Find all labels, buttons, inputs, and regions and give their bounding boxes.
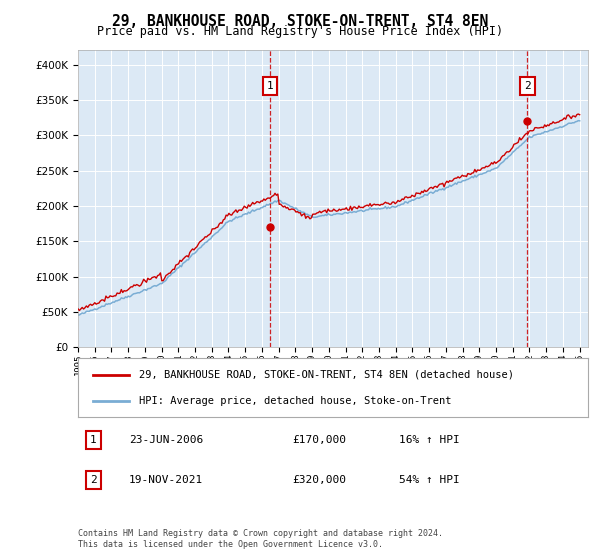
- Text: Contains HM Land Registry data © Crown copyright and database right 2024.
This d: Contains HM Land Registry data © Crown c…: [78, 529, 443, 549]
- Text: 29, BANKHOUSE ROAD, STOKE-ON-TRENT, ST4 8EN: 29, BANKHOUSE ROAD, STOKE-ON-TRENT, ST4 …: [112, 14, 488, 29]
- Text: 23-JUN-2006: 23-JUN-2006: [129, 435, 203, 445]
- Text: 16% ↑ HPI: 16% ↑ HPI: [400, 435, 460, 445]
- Text: HPI: Average price, detached house, Stoke-on-Trent: HPI: Average price, detached house, Stok…: [139, 396, 452, 406]
- Text: 54% ↑ HPI: 54% ↑ HPI: [400, 475, 460, 485]
- Text: Price paid vs. HM Land Registry's House Price Index (HPI): Price paid vs. HM Land Registry's House …: [97, 25, 503, 38]
- Text: £320,000: £320,000: [292, 475, 346, 485]
- Text: 29, BANKHOUSE ROAD, STOKE-ON-TRENT, ST4 8EN (detached house): 29, BANKHOUSE ROAD, STOKE-ON-TRENT, ST4 …: [139, 370, 514, 380]
- Text: £170,000: £170,000: [292, 435, 346, 445]
- Text: 2: 2: [90, 475, 97, 485]
- Text: 2: 2: [524, 81, 531, 91]
- Text: 1: 1: [266, 81, 274, 91]
- Text: 19-NOV-2021: 19-NOV-2021: [129, 475, 203, 485]
- Text: 1: 1: [90, 435, 97, 445]
